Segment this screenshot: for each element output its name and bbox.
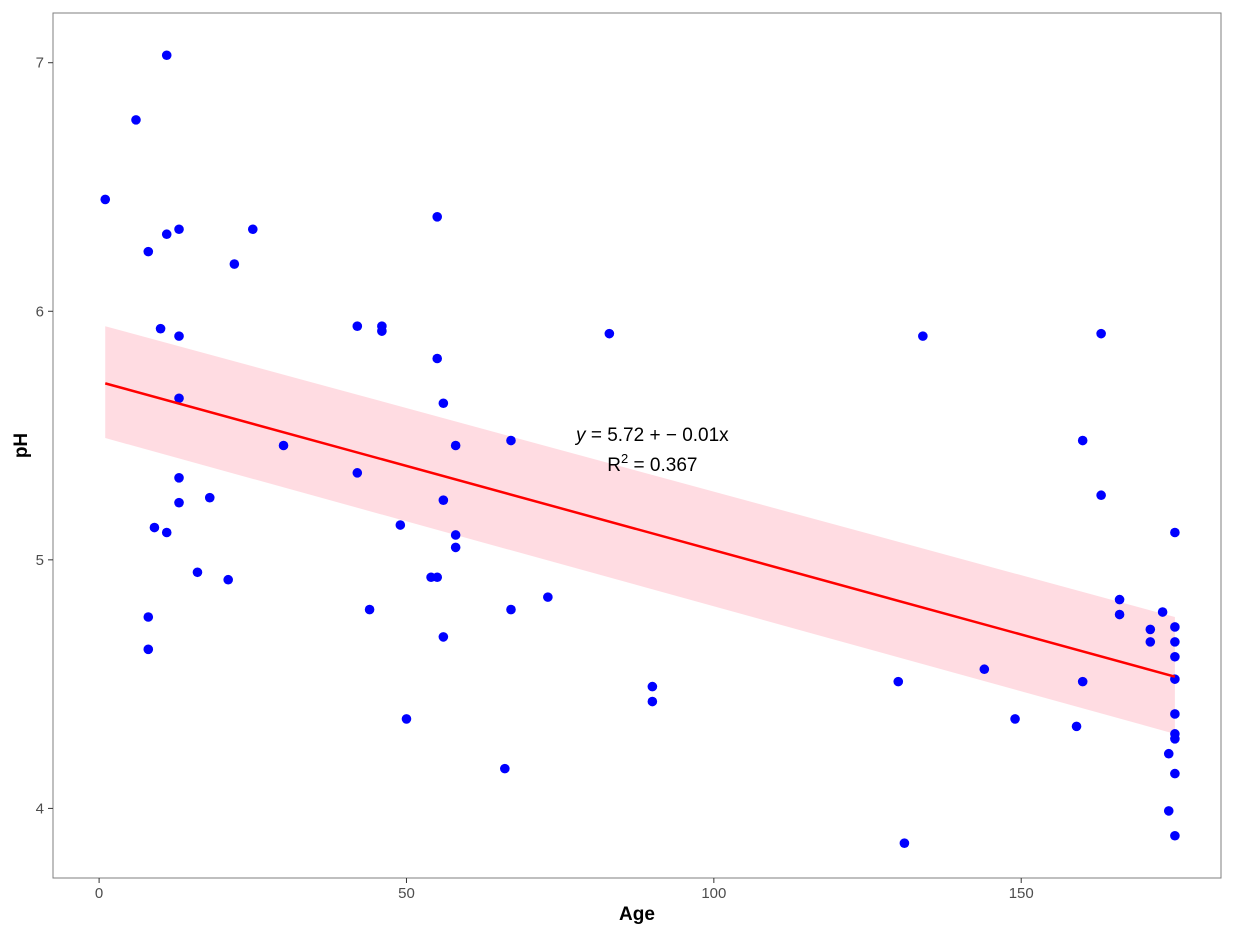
data-point <box>161 229 172 240</box>
data-point <box>229 259 240 269</box>
data-point <box>1077 676 1088 687</box>
data-point <box>1157 607 1168 617</box>
axes-layer: 0 50 100 150 4 5 6 7 <box>36 55 1034 902</box>
data-point <box>979 664 990 675</box>
data-point <box>1170 830 1180 841</box>
data-point <box>143 246 154 257</box>
data-point <box>500 763 510 774</box>
data-point <box>174 393 184 404</box>
data-point <box>450 440 461 451</box>
data-point <box>1114 609 1125 620</box>
data-point <box>352 468 363 478</box>
equation-variable: y <box>574 425 587 446</box>
regression-equation: y = 5.72 + − 0.01x <box>574 425 729 446</box>
data-point <box>450 542 461 553</box>
data-point <box>161 527 172 538</box>
r-symbol: R <box>607 455 621 476</box>
fit-line-layer <box>104 382 1176 678</box>
data-point <box>647 681 658 692</box>
data-point <box>438 495 449 505</box>
y-tick-label: 5 <box>36 552 44 569</box>
y-tick-label: 6 <box>36 303 44 320</box>
data-point <box>223 574 233 585</box>
data-point <box>1145 624 1156 635</box>
data-point <box>1170 637 1180 647</box>
data-point <box>395 520 406 530</box>
y-tick-label: 4 <box>36 800 44 817</box>
data-point <box>192 567 203 578</box>
data-point <box>1071 721 1082 732</box>
data-point <box>377 326 387 336</box>
x-tick-label: 50 <box>398 885 415 902</box>
data-point <box>1170 622 1180 632</box>
regression-line <box>104 382 1176 678</box>
r-superscript: 2 <box>621 451 628 466</box>
data-point <box>131 115 141 125</box>
data-point <box>204 492 215 503</box>
r-squared-label: R2 = 0.367 <box>607 451 697 476</box>
x-tick-label: 100 <box>701 885 726 902</box>
data-point <box>143 612 154 622</box>
data-point <box>432 572 443 583</box>
data-point <box>450 530 461 540</box>
data-point <box>174 331 184 341</box>
data-point <box>1010 714 1020 724</box>
data-point <box>543 592 553 602</box>
data-point <box>1077 435 1088 446</box>
data-point <box>506 435 516 446</box>
data-point <box>918 331 928 341</box>
data-point <box>432 353 443 364</box>
panel-border <box>52 12 1222 879</box>
data-point <box>1096 490 1106 501</box>
x-tick-label: 150 <box>1009 885 1034 902</box>
data-point <box>604 328 615 339</box>
data-point <box>432 212 443 222</box>
data-point <box>352 321 363 331</box>
x-axis-title: Age <box>619 904 655 925</box>
points-layer <box>100 50 1180 849</box>
data-point <box>1170 768 1180 779</box>
data-point <box>161 50 172 61</box>
data-point <box>1163 806 1174 816</box>
data-point <box>143 644 154 655</box>
data-point <box>1096 328 1106 339</box>
data-point <box>1114 594 1125 605</box>
data-point <box>1170 709 1180 719</box>
x-tick-label: 0 <box>95 885 103 902</box>
y-tick-label: 7 <box>36 55 44 72</box>
data-point <box>1170 527 1180 538</box>
data-point <box>899 838 910 849</box>
data-point <box>174 497 184 508</box>
data-point <box>149 522 160 533</box>
data-point <box>278 440 289 451</box>
data-point <box>438 632 449 642</box>
data-point <box>506 604 516 615</box>
equation-text: = 5.72 + − 0.01x <box>586 425 730 446</box>
data-point <box>100 194 111 205</box>
data-point <box>647 696 658 707</box>
data-point <box>1163 748 1174 759</box>
data-point <box>893 676 904 687</box>
data-point <box>174 473 184 483</box>
data-point <box>247 224 258 235</box>
data-point <box>174 224 184 235</box>
r-squared-value: = 0.367 <box>628 455 697 476</box>
data-point <box>1145 637 1156 647</box>
data-point <box>364 604 375 615</box>
data-point <box>1170 651 1180 662</box>
data-point <box>155 323 166 334</box>
y-axis-title: pH <box>11 433 32 458</box>
data-point <box>401 714 412 724</box>
data-point <box>1170 734 1180 744</box>
data-point <box>438 398 449 409</box>
